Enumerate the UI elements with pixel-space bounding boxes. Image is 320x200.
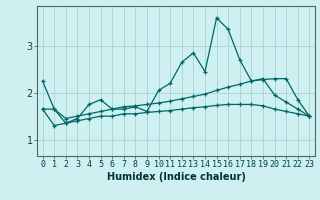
X-axis label: Humidex (Indice chaleur): Humidex (Indice chaleur) xyxy=(107,172,245,182)
